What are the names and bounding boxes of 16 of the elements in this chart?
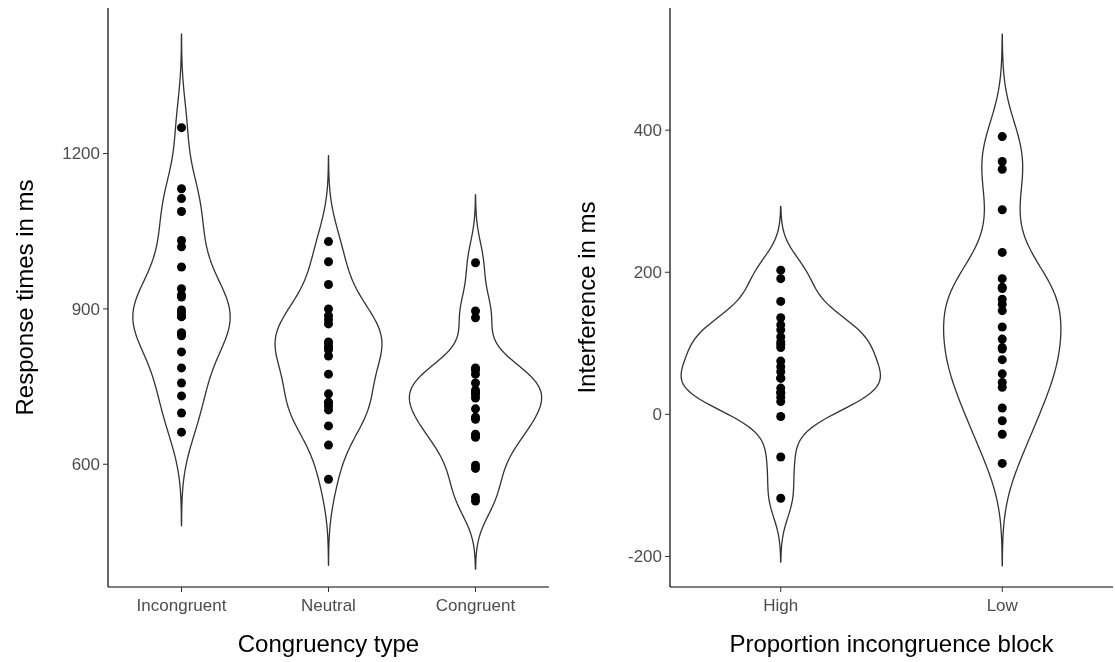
- x-tick-label: Incongruent: [136, 596, 227, 615]
- x-tick-label: High: [763, 596, 799, 615]
- y-tick-label: 1200: [62, 144, 100, 164]
- x-tick-label: Low: [986, 596, 1019, 615]
- x-tick-label: Neutral: [301, 596, 356, 615]
- y-axis-title: Interference in ms: [573, 201, 600, 394]
- y-tick-label: 0: [652, 405, 662, 425]
- x-axis-title: Proportion incongruence block: [729, 630, 1055, 657]
- y-tick-label: 400: [633, 121, 662, 141]
- y-tick-label: 900: [71, 299, 100, 319]
- y-tick-label: 600: [71, 455, 100, 475]
- y-tick-label: 200: [633, 263, 662, 283]
- y-axis-title: Response times in ms: [11, 179, 38, 416]
- x-axis-title: Congruency type: [237, 630, 420, 657]
- x-tick-label: Congruent: [435, 596, 516, 615]
- y-tick-label: -200: [627, 547, 662, 567]
